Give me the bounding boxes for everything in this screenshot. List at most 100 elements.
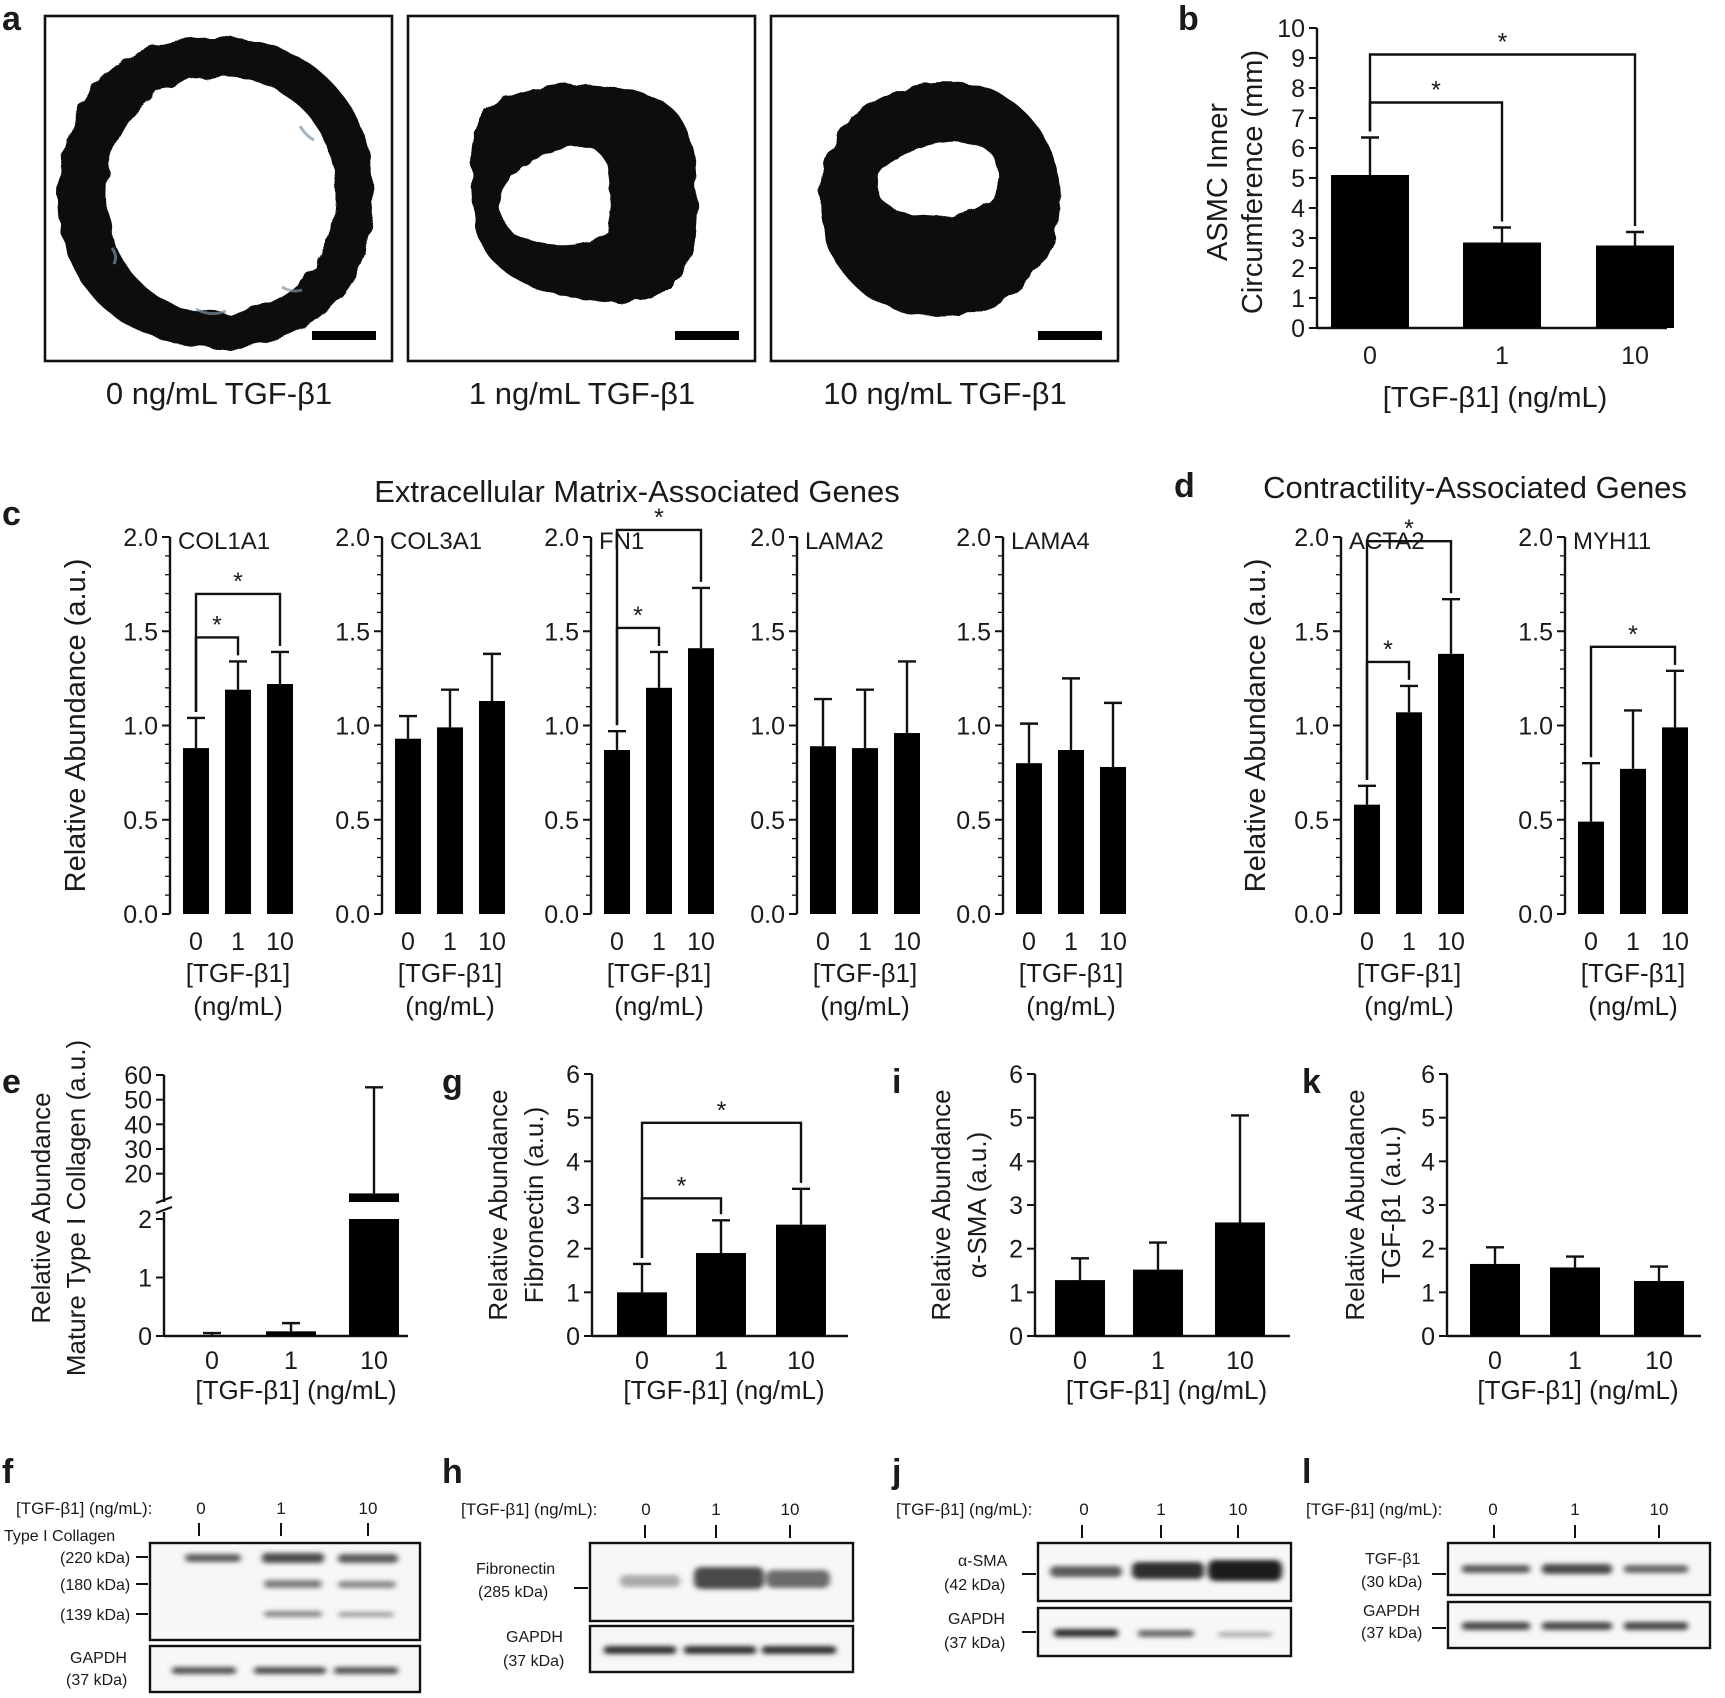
chart-d-myh11-xlabel-line1: [TGF-β1] <box>1581 958 1686 988</box>
chart-c-fn1-bar <box>604 750 630 914</box>
chart-e-ytick-label: 2 <box>138 1206 152 1234</box>
chart-k-ytick-label: 1 <box>1421 1279 1435 1307</box>
chart-b-ytick-label: 1 <box>1291 285 1305 313</box>
chart-c-col1a1-ytick-label: 1.0 <box>123 713 158 741</box>
chart-c-lama2-ytick-label: 1.0 <box>750 713 785 741</box>
chart-k-xtick-label: 0 <box>1488 1347 1502 1375</box>
blot-h-target-kda: (285 kDa) <box>478 1584 548 1601</box>
chart-d: 0.00.51.01.52.0 ACTA2**0 1 10[TGF-β1](ng/mL… <box>1240 515 1689 1021</box>
chart-c-lama4-gene-label: LAMA4 <box>1011 528 1090 555</box>
chart-c-col1a1-ytick-label: 2.0 <box>123 524 158 552</box>
panel-label-e: e <box>2 1063 21 1101</box>
blot-l-control-kda: (37 kDa) <box>1361 1625 1422 1642</box>
chart-c-col1a1-ytick-label: 0.5 <box>123 807 158 835</box>
chart-g-xtick-label: 0 <box>635 1347 649 1375</box>
chart-g-ytick-label: 1 <box>566 1279 580 1307</box>
blot-l-control-label: GAPDH <box>1363 1603 1420 1620</box>
chart-d-acta2: 0.00.51.01.52.0 ACTA2**0 1 10[TGF-β1](ng/mL… <box>1294 515 1465 1021</box>
chart-d-myh11-gene-label: MYH11 <box>1573 528 1651 555</box>
chart-c-fn1: 0.0 0.5 1.0 1.5 2.0 FN1 * * 0 1 10[TGF-β1](ng/mL) <box>544 504 715 1021</box>
chart-c-fn1-significance-star: * <box>633 602 643 630</box>
chart-d-acta2-xlabel-line2: (ng/mL) <box>1364 991 1454 1021</box>
panel-label-k: k <box>1302 1063 1321 1101</box>
chart-e-ytick-label: 60 <box>124 1062 152 1090</box>
blot-f-lane-0: 0 <box>196 1499 205 1518</box>
chart-e-bar <box>266 1331 316 1336</box>
chart-i: 0 1 2 3 4 5 6 0 1 10[TGF-β1] (ng/mL) Relative Abun… <box>926 1061 1290 1405</box>
photo-0-ng <box>43 14 394 363</box>
chart-b-xlabel: [TGF-β1] (ng/mL) <box>1383 382 1608 414</box>
blot-l-target-kda: (30 kDa) <box>1361 1574 1422 1591</box>
blot-f-marker-139: (139 kDa) <box>60 1607 130 1624</box>
chart-e-xtick-label: 1 <box>284 1347 298 1375</box>
chart-i-ylabel-line1: Relative Abundance <box>926 1089 956 1320</box>
chart-b-ylabel-line2: Circumference (mm) <box>1237 50 1269 314</box>
panel-label-a: a <box>2 0 22 38</box>
chart-c-fn1-xtick-label: 1 <box>652 928 666 956</box>
chart-c-col3a1-gene-label: COL3A1 <box>390 528 482 555</box>
chart-c-lama4-xtick-label: 0 <box>1022 928 1036 956</box>
chart-c-col3a1-ytick-label: 0.5 <box>335 807 370 835</box>
chart-k-xlabel: [TGF-β1] (ng/mL) <box>1477 1375 1678 1405</box>
chart-c-col3a1-ytick-label: 2.0 <box>335 524 370 552</box>
blot-l-header: [TGF-β1] (ng/mL): <box>1306 1500 1442 1519</box>
chart-d-ylabel: Relative Abundance (a.u.) <box>1240 559 1272 893</box>
chart-d-myh11-ytick-label: 0.5 <box>1518 807 1553 835</box>
panel-label-b: b <box>1178 0 1199 38</box>
chart-c-lama4-ytick-label: 1.0 <box>956 713 991 741</box>
blot-l-target-label: TGF-β1 <box>1365 1551 1421 1568</box>
caption-1-ng: 1 ng/mL TGF-β1 <box>469 376 695 411</box>
chart-g-significance-bracket <box>640 1121 803 1258</box>
blot-h-lane-0: 0 <box>641 1500 650 1519</box>
chart-i-xtick-label: 0 <box>1073 1347 1087 1375</box>
chart-b-significance-bracket <box>1368 53 1637 226</box>
chart-g-ytick-label: 3 <box>566 1192 580 1220</box>
chart-c-fn1-bar <box>646 687 672 914</box>
chart-c-lama4-xlabel-line2: (ng/mL) <box>1026 991 1116 1021</box>
chart-c-fn1-xtick-label: 10 <box>687 928 715 956</box>
chart-d-acta2-bar <box>1354 804 1380 914</box>
blot-f-control-label: GAPDH <box>70 1650 127 1667</box>
photo-10-ng <box>769 14 1120 363</box>
chart-c-lama4: 0.0 0.5 1.0 1.5 2.0 LAMA4 0 1 10[TGF-β1](ng/mL) <box>956 524 1127 1021</box>
chart-c-col3a1-bar <box>479 700 505 914</box>
chart-d-acta2-xtick-label: 0 <box>1360 928 1374 956</box>
chart-c-fn1-ytick-label: 1.5 <box>544 618 579 646</box>
chart-c-lama2-xlabel-line2: (ng/mL) <box>820 991 910 1021</box>
chart-c-col1a1-xtick-label: 1 <box>231 928 245 956</box>
chart-b-ytick-label: 6 <box>1291 135 1305 163</box>
chart-c-lama2-xtick-label: 10 <box>893 928 921 956</box>
chart-c-ylabel: Relative Abundance (a.u.) <box>60 559 92 893</box>
chart-d-acta2-bar <box>1396 712 1422 914</box>
chart-d-acta2-xtick-label: 10 <box>1437 928 1465 956</box>
chart-c-col3a1-bar <box>437 727 463 914</box>
chart-c-fn1-ytick-label: 1.0 <box>544 713 579 741</box>
chart-g-ytick-label: 6 <box>566 1061 580 1089</box>
chart-b-bar <box>1463 242 1541 328</box>
chart-k-ytick-label: 3 <box>1421 1192 1435 1220</box>
chart-i-bar <box>1055 1280 1105 1336</box>
chart-c-col3a1-ytick-label: 0.0 <box>335 901 370 929</box>
panel-label-c: c <box>2 495 21 533</box>
chart-d-myh11-ytick-label: 0.0 <box>1518 901 1553 929</box>
chart-c-col3a1-bar <box>395 738 421 914</box>
chart-d-myh11-bar <box>1578 821 1604 914</box>
chart-b-ytick-label: 4 <box>1291 195 1305 223</box>
blot-l-lane-1: 1 <box>1570 1500 1579 1519</box>
chart-c-col1a1-bar <box>225 689 251 914</box>
chart-c-fn1-significance-bracket <box>615 528 703 726</box>
blot-j-control-kda: (37 kDa) <box>944 1635 1005 1652</box>
panel-label-h: h <box>442 1453 463 1491</box>
blot-f-lane-1: 1 <box>276 1499 285 1518</box>
chart-c-col1a1-bar <box>183 748 209 914</box>
blot-j: [TGF-β1] (ng/mL): 0 1 10 α-SMA (42 kDa) … <box>896 1500 1293 1658</box>
caption-0-ng: 0 ng/mL TGF-β1 <box>106 376 332 411</box>
section-title-ecm: Extracellular Matrix-Associated Genes <box>374 474 899 509</box>
chart-c-lama2-ytick-label: 1.5 <box>750 618 785 646</box>
blot-j-lane-0: 0 <box>1079 1500 1088 1519</box>
chart-i-bar <box>1215 1222 1265 1336</box>
chart-g-ytick-label: 0 <box>566 1323 580 1351</box>
panel-label-g: g <box>442 1063 463 1101</box>
chart-b-ytick-label: 8 <box>1291 75 1305 103</box>
